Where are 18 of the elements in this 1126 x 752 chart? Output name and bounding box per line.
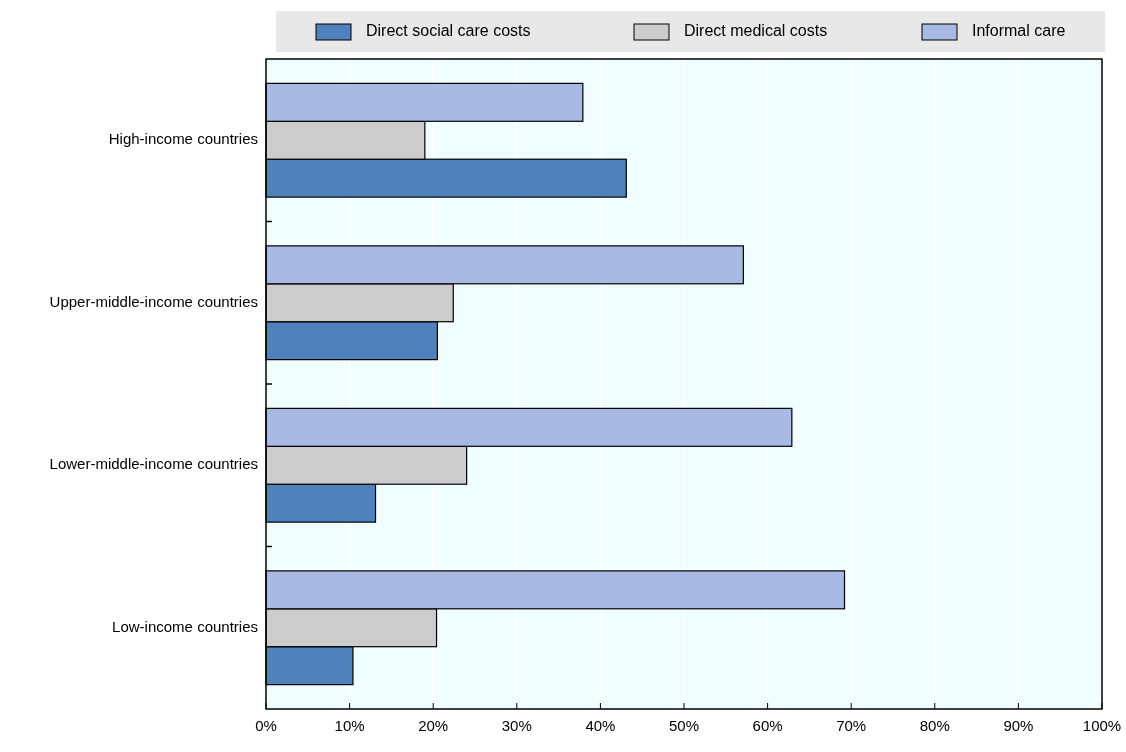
x-tick-label: 70% [836,717,867,734]
x-tick-label: 20% [418,717,449,734]
legend-label: Informal care [972,22,1066,40]
y-tick-label: Low-income countries [112,617,258,635]
x-tick-label: 100% [1082,717,1122,734]
x-tick-label: 50% [668,717,700,734]
x-tick-label: 0% [255,717,277,734]
x-tick-label: 10% [334,717,365,734]
y-tick-label: High-income countries [108,130,258,148]
x-tick-label: 40% [585,717,616,734]
legend-label: Direct social care costs [366,22,531,40]
x-tick-label: 80% [919,717,950,734]
y-tick-label: Lower-middle-income countries [49,455,258,473]
y-tick-label: Upper-middle-income countries [49,292,258,310]
x-tick-label: 60% [752,717,783,734]
x-tick-label: 30% [501,717,532,734]
legend-label: Direct medical costs [684,22,828,40]
x-tick-label: 90% [1003,717,1034,734]
